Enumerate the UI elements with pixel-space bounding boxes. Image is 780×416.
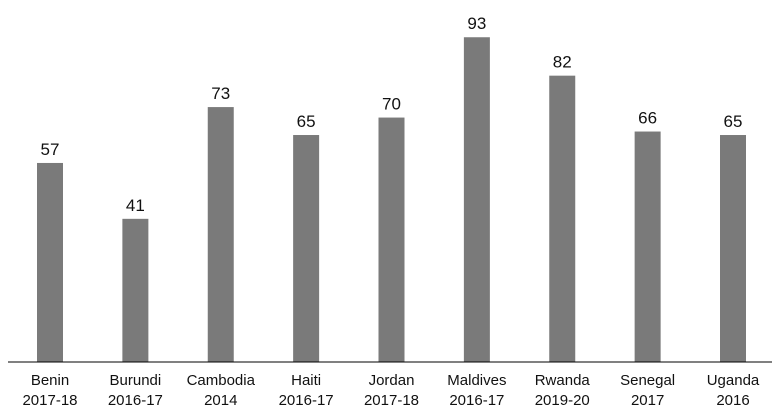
value-label-burundi: 41 (126, 196, 145, 215)
category-label-line: 2017-18 (22, 392, 77, 409)
bar-cambodia (207, 107, 234, 362)
bar-burundi (122, 218, 149, 362)
bar-senegal (634, 131, 661, 362)
value-label-haiti: 65 (297, 112, 316, 131)
category-label-line: Jordan (369, 372, 415, 389)
category-label-line: Senegal (620, 372, 675, 389)
value-label-senegal: 66 (638, 109, 657, 128)
category-label-benin: Benin 2017-18 (22, 372, 77, 409)
category-label-line: 2016 (716, 392, 749, 409)
category-label-cambodia: Cambodia 2014 (187, 372, 256, 409)
bar-benin (37, 162, 63, 362)
category-label-line: Burundi (110, 372, 162, 389)
value-labels-group: 57 41 73 65 70 93 82 66 65 (41, 14, 743, 215)
bar-jordan (378, 117, 405, 362)
category-label-line: 2016-17 (449, 392, 504, 409)
category-label-burundi: Burundi 2016-17 (108, 372, 163, 409)
value-label-maldives: 93 (467, 14, 486, 33)
bars-group (37, 37, 746, 363)
category-label-line: Maldives (447, 372, 506, 389)
category-label-uganda: Uganda 2016 (707, 372, 760, 409)
category-label-line: Haiti (291, 372, 321, 389)
value-label-jordan: 70 (382, 95, 401, 114)
category-label-line: Cambodia (187, 372, 256, 389)
category-label-line: Uganda (707, 372, 760, 389)
bar-haiti (293, 135, 320, 362)
category-label-line: 2019-20 (535, 392, 590, 409)
category-label-maldives: Maldives 2016-17 (447, 372, 506, 409)
category-label-senegal: Senegal 2017 (620, 372, 675, 409)
category-label-jordan: Jordan 2017-18 (364, 372, 419, 409)
bar-uganda (720, 135, 746, 362)
category-label-rwanda: Rwanda 2019-20 (535, 372, 591, 409)
category-label-line: 2016-17 (279, 392, 334, 409)
value-label-uganda: 65 (724, 112, 743, 131)
bar-maldives (463, 37, 490, 363)
category-labels-group: Benin 2017-18 Burundi 2016-17 Cambodia 2014 Ha… (22, 372, 759, 409)
value-label-rwanda: 82 (553, 53, 572, 72)
category-label-line: 2017-18 (364, 392, 419, 409)
bar-rwanda (549, 75, 576, 362)
value-label-cambodia: 73 (211, 84, 230, 103)
value-label-benin: 57 (41, 140, 60, 159)
category-label-line: 2017 (631, 392, 664, 409)
category-label-line: Rwanda (535, 372, 591, 389)
category-label-line: Benin (31, 372, 69, 389)
category-label-haiti: Haiti 2016-17 (279, 372, 334, 409)
category-label-line: 2016-17 (108, 392, 163, 409)
category-label-line: 2014 (204, 392, 237, 409)
